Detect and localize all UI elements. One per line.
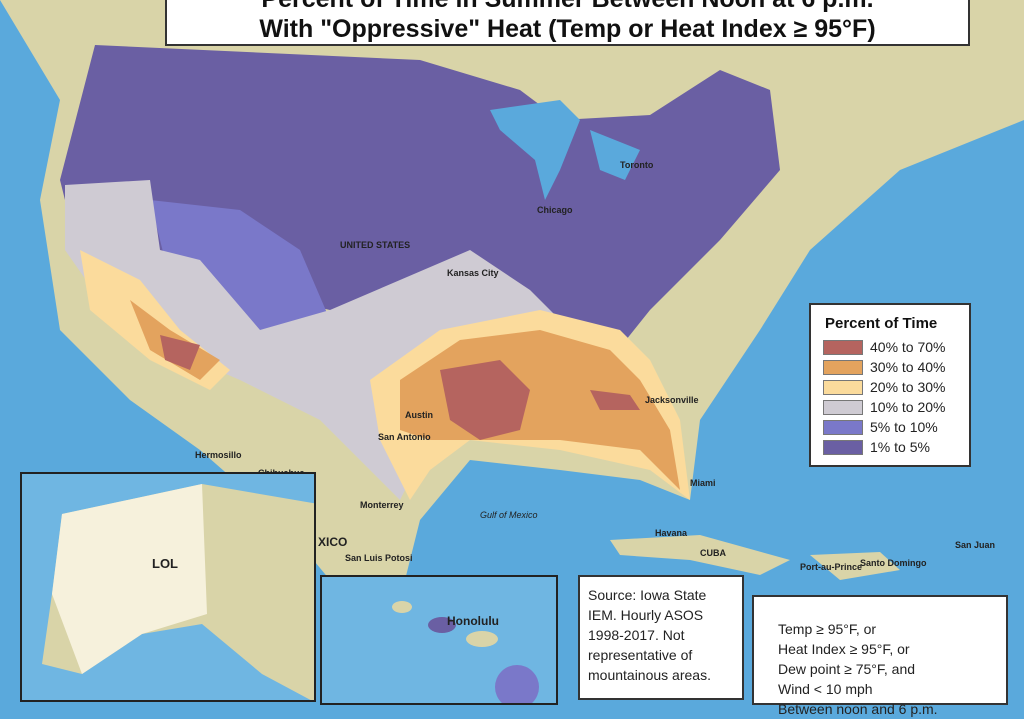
hawaii-map bbox=[392, 601, 539, 703]
region-30-to-40 bbox=[130, 300, 680, 490]
legend-label: 30% to 40% bbox=[870, 359, 946, 375]
alaska-inset: LOL bbox=[20, 472, 316, 702]
title-line-2: With "Oppressive" Heat (Temp or Heat Ind… bbox=[259, 15, 876, 43]
label-santo-domingo: Santo Domingo bbox=[860, 558, 927, 568]
label-miami: Miami bbox=[690, 478, 716, 488]
label-honolulu: Honolulu bbox=[447, 614, 499, 628]
source-line: IEM. Hourly ASOS bbox=[588, 607, 704, 623]
label-san-luis-potosi: San Luis Potosi bbox=[345, 553, 413, 563]
criteria-line: Heat Index ≥ 95°F, or bbox=[778, 641, 910, 657]
title-line-1: Percent of Time in Summer Between Noon a… bbox=[167, 0, 968, 14]
legend-item: 10% to 20% bbox=[823, 397, 969, 417]
legend-label: 1% to 5% bbox=[870, 439, 930, 455]
heat-map bbox=[0, 0, 1024, 600]
label-monterrey: Monterrey bbox=[360, 500, 404, 510]
map-title: Percent of Time in Summer Between Noon a… bbox=[165, 0, 970, 46]
label-jacksonville: Jacksonville bbox=[645, 395, 699, 405]
criteria-line: Wind < 10 mph bbox=[778, 681, 873, 697]
legend-item: 30% to 40% bbox=[823, 357, 969, 377]
criteria-line: Temp ≥ 95°F, or bbox=[778, 621, 877, 637]
label-hermosillo: Hermosillo bbox=[195, 450, 242, 460]
source-line: 1998-2017. Not bbox=[588, 627, 685, 643]
label-cuba: CUBA bbox=[700, 548, 726, 558]
source-line: Source: Iowa State bbox=[588, 587, 707, 603]
alaska-map bbox=[42, 484, 314, 700]
legend-item: 40% to 70% bbox=[823, 337, 969, 357]
legend-item: 20% to 30% bbox=[823, 377, 969, 397]
legend-swatch bbox=[823, 439, 863, 455]
hispaniola-land bbox=[810, 552, 900, 580]
label-austin: Austin bbox=[405, 410, 433, 420]
legend-swatch bbox=[823, 399, 863, 415]
criteria-line: Between noon and 6 p.m. bbox=[778, 701, 938, 717]
great-lakes bbox=[490, 100, 640, 200]
label-united-states: UNITED STATES bbox=[340, 240, 411, 250]
label-havana: Havana bbox=[655, 528, 688, 538]
legend-item: 1% to 5% bbox=[823, 437, 969, 457]
source-line: mountainous areas. bbox=[588, 667, 711, 683]
hawaii-inset: Honolulu bbox=[320, 575, 558, 705]
legend-label: 40% to 70% bbox=[870, 339, 946, 355]
legend-swatch bbox=[823, 419, 863, 435]
legend-title: Percent of Time bbox=[825, 315, 938, 332]
legend-swatch bbox=[823, 379, 863, 395]
legend-label: 20% to 30% bbox=[870, 379, 946, 395]
label-chicago: Chicago bbox=[537, 205, 573, 215]
criteria-note: Temp ≥ 95°F, or Heat Index ≥ 95°F, or Dew … bbox=[752, 595, 1008, 717]
region-40-to-70 bbox=[160, 335, 640, 440]
legend: Percent of Time 40% to 70% 30% to 40% 20% … bbox=[809, 303, 971, 467]
label-san-juan: San Juan bbox=[955, 540, 996, 550]
source-note: Source: Iowa State IEM. Hourly ASOS 1998-2… bbox=[578, 575, 744, 700]
legend-swatch bbox=[823, 359, 863, 375]
criteria-line: Dew point ≥ 75°F, and bbox=[778, 661, 916, 677]
label-san-antonio: San Antonio bbox=[378, 432, 431, 442]
label-kansas-city: Kansas City bbox=[447, 268, 499, 278]
label-mexico: XICO bbox=[318, 535, 348, 549]
legend-item: 5% to 10% bbox=[823, 417, 969, 437]
label-gulf-of-mexico: Gulf of Mexico bbox=[480, 510, 538, 520]
source-line: representative of bbox=[588, 647, 693, 663]
legend-swatch bbox=[823, 339, 863, 355]
cuba-land bbox=[610, 535, 790, 575]
legend-label: 10% to 20% bbox=[870, 399, 946, 415]
label-port-au-prince: Port-au-Prince bbox=[800, 562, 863, 572]
label-toronto: Toronto bbox=[620, 160, 654, 170]
legend-label: 5% to 10% bbox=[870, 419, 938, 435]
label-alaska: LOL bbox=[152, 556, 178, 571]
